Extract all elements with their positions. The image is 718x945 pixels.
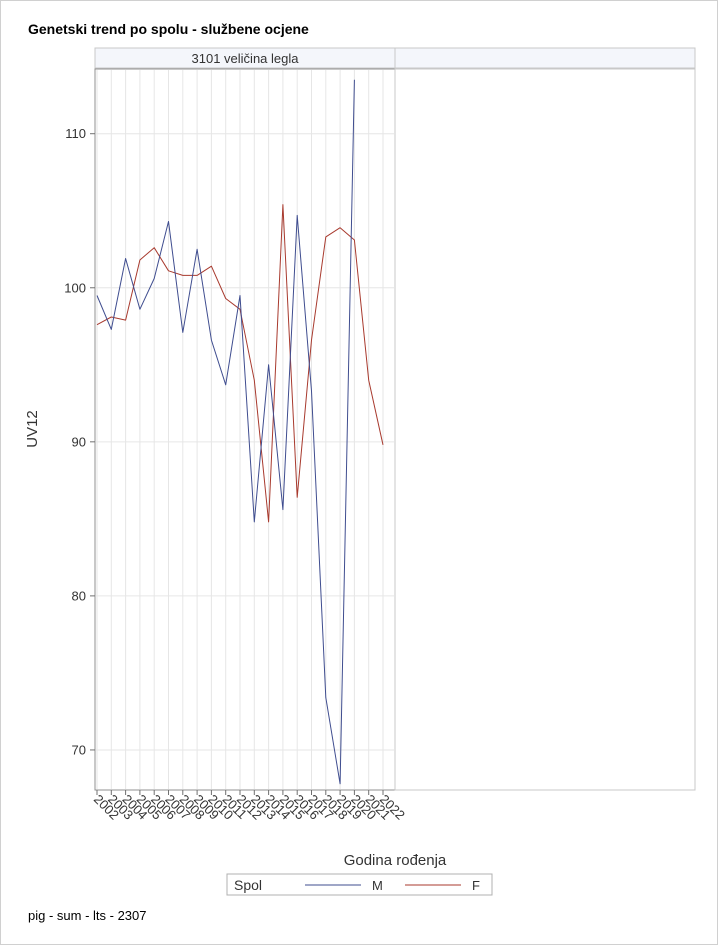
panel-header-right	[394, 47, 696, 69]
legend-label-m: M	[372, 878, 383, 893]
series-line-f	[96, 204, 384, 523]
grid-lines	[96, 70, 394, 789]
series-lines	[96, 79, 384, 785]
y-axis-label: UV12	[24, 410, 41, 448]
footnote: pig - sum - lts - 2307	[28, 908, 147, 923]
panel-title: 3101 veličina legla	[192, 51, 300, 66]
y-tick-label: 110	[65, 126, 86, 141]
plot-area-right	[394, 68, 696, 791]
y-tick-label: 80	[72, 588, 86, 603]
y-tick-label: 70	[72, 742, 86, 757]
legend-label-f: F	[472, 878, 480, 893]
y-tick-label: 100	[64, 280, 86, 295]
y-axis: 70 80 90 100 110	[64, 126, 95, 757]
x-axis: 2002200320042005200620072008200920102011…	[91, 790, 408, 823]
legend-title: Spol	[234, 877, 262, 893]
x-axis-label: Godina rođenja	[344, 852, 447, 869]
plot-area-left	[94, 68, 396, 791]
series-line-m	[96, 79, 355, 785]
legend: Spol M F	[226, 873, 493, 896]
chart-title: Genetski trend po spolu - službene ocjen…	[28, 21, 309, 37]
y-tick-label: 90	[72, 434, 86, 449]
